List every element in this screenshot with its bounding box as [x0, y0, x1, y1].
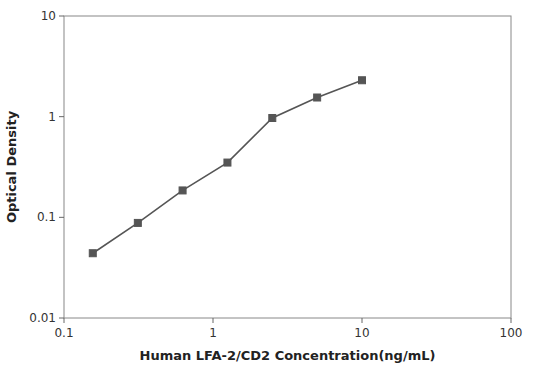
- chart: 0.11101000.010.1110Human LFA-2/CD2 Conce…: [0, 0, 533, 372]
- x-tick: [64, 318, 65, 323]
- data-point: [179, 187, 186, 194]
- x-tick-label: 100: [500, 326, 523, 340]
- y-tick-label: 0.1: [37, 210, 56, 224]
- x-tick: [213, 318, 214, 323]
- y-tick-label: 10: [41, 9, 56, 23]
- x-tick: [362, 318, 363, 323]
- x-tick: [511, 318, 512, 323]
- data-line: [93, 80, 362, 253]
- x-tick-label: 10: [354, 326, 369, 340]
- y-tick: [59, 16, 64, 17]
- data-point: [134, 219, 141, 226]
- y-axis-label: Optical Density: [4, 110, 19, 223]
- y-tick: [59, 318, 64, 319]
- data-point: [314, 94, 321, 101]
- plot-frame: [64, 16, 511, 318]
- y-tick-label: 1: [48, 110, 56, 124]
- y-tick: [59, 217, 64, 218]
- data-point: [269, 114, 276, 121]
- x-tick-label: 0.1: [54, 326, 73, 340]
- data-point: [359, 77, 366, 84]
- data-point: [224, 159, 231, 166]
- y-tick: [59, 116, 64, 117]
- plot-area: [89, 77, 365, 257]
- x-tick-label: 1: [209, 326, 217, 340]
- x-axis-label: Human LFA-2/CD2 Concentration(ng/mL): [140, 348, 436, 363]
- y-tick-label: 0.01: [29, 311, 56, 325]
- data-point: [89, 250, 96, 257]
